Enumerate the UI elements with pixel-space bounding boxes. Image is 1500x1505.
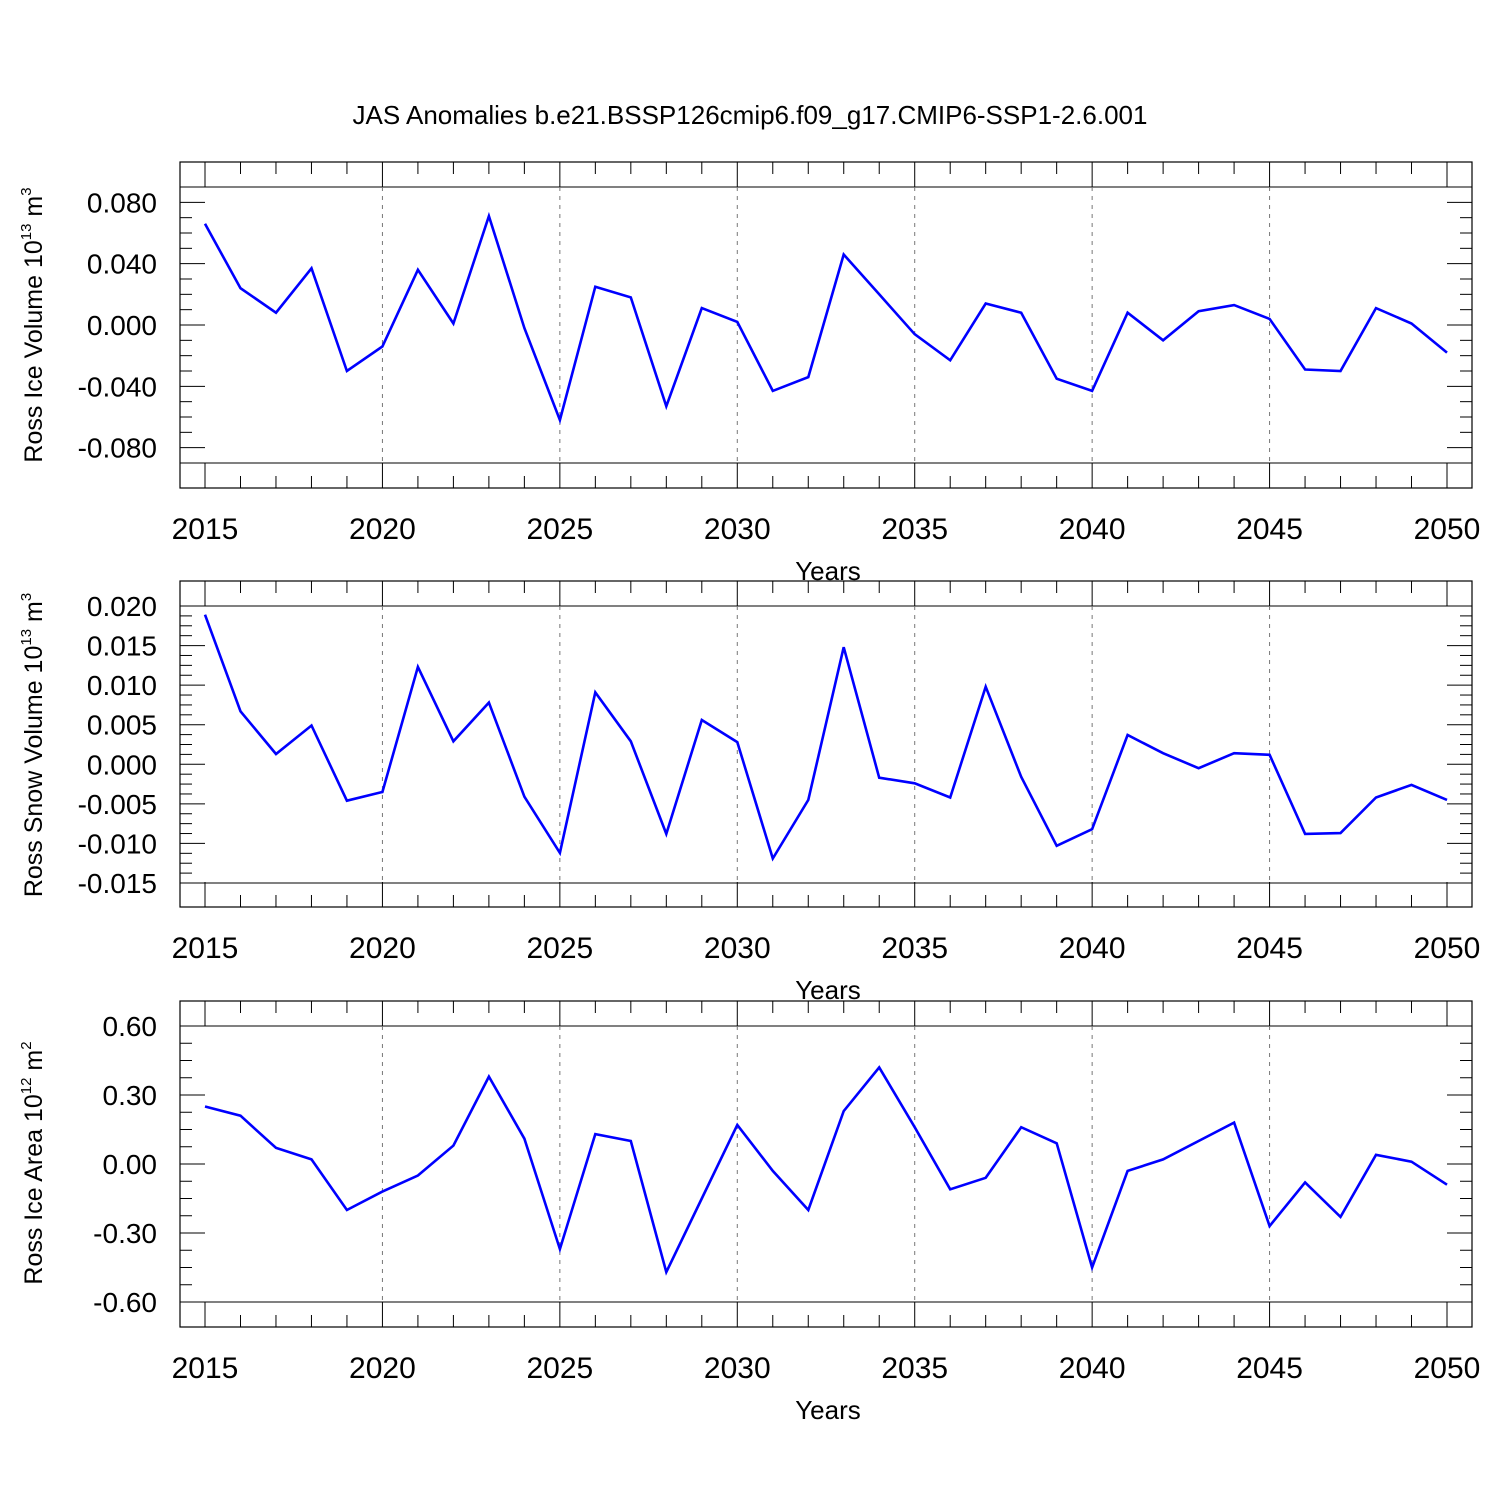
x-tick-label: 2025 [526, 1352, 593, 1385]
y-tick-label: 0.000 [87, 749, 157, 780]
x-tick-label: 2025 [526, 932, 593, 965]
y-tick-label: 0.015 [87, 631, 157, 662]
y-tick-label: -0.30 [93, 1218, 157, 1249]
x-tick-label: 2030 [704, 513, 771, 546]
y-tick-label: 0.020 [87, 591, 157, 622]
y-tick-label: -0.010 [78, 828, 157, 859]
x-tick-label: 2040 [1059, 513, 1126, 546]
y-axis-label: Ross Snow Volume 1013 m3 [18, 593, 48, 897]
panel-2: 0.020 0.015 0.010 0.005 0.000 -0.005 -0.010 -0.… [18, 581, 1480, 1005]
x-tick-label: 2015 [172, 513, 239, 546]
y-tick-label: -0.60 [93, 1287, 157, 1318]
y-tick-label: 0.30 [103, 1080, 158, 1111]
y-tick-label: -0.015 [78, 868, 157, 899]
series-line [205, 216, 1447, 420]
y-tick-label: -0.040 [78, 371, 157, 402]
y-tick-label: -0.080 [78, 433, 157, 464]
y-tick-label: 0.010 [87, 670, 157, 701]
y-axis-label: Ross Ice Volume 1013 m3 [18, 187, 48, 462]
x-tick-label: 2020 [349, 932, 416, 965]
x-tick-label: 2035 [881, 932, 948, 965]
x-tick-label: 2040 [1059, 932, 1126, 965]
series-line [205, 1067, 1447, 1272]
y-tick-label: 0.60 [103, 1011, 158, 1042]
x-axis-label: Years [795, 1395, 861, 1425]
x-tick-label: 2030 [704, 932, 771, 965]
y-tick-label: 0.005 [87, 710, 157, 741]
x-tick-label: 2035 [881, 513, 948, 546]
plot-frame [180, 162, 1472, 488]
y-tick-label: 0.080 [87, 187, 157, 218]
x-tick-label: 2015 [172, 1352, 239, 1385]
plot-frame [180, 581, 1472, 907]
series-line [205, 615, 1447, 859]
x-tick-label: 2040 [1059, 1352, 1126, 1385]
panel-3: 0.60 0.30 0.00 -0.30 -0.60 2015 2020 2025 2030 20… [18, 1001, 1480, 1425]
x-tick-label: 2025 [526, 513, 593, 546]
x-tick-label: 2045 [1236, 932, 1303, 965]
x-tick-label: 2050 [1414, 513, 1481, 546]
y-tick-label: 0.040 [87, 249, 157, 280]
x-tick-label: 2035 [881, 1352, 948, 1385]
y-tick-label: 0.000 [87, 310, 157, 341]
x-tick-label: 2050 [1414, 932, 1481, 965]
x-tick-label: 2020 [349, 513, 416, 546]
y-tick-label: -0.005 [78, 789, 157, 820]
x-tick-label: 2020 [349, 1352, 416, 1385]
figure-title: JAS Anomalies b.e21.BSSP126cmip6.f09_g17… [353, 100, 1148, 130]
y-axis-label: Ross Ice Area 1012 m2 [18, 1041, 48, 1284]
x-tick-label: 2045 [1236, 513, 1303, 546]
x-tick-label: 2045 [1236, 1352, 1303, 1385]
x-tick-label: 2015 [172, 932, 239, 965]
panel-1: 0.080 0.040 0.000 -0.040 -0.080 2015 2020 2025 2… [18, 162, 1480, 586]
y-tick-label: 0.00 [103, 1149, 158, 1180]
x-tick-label: 2030 [704, 1352, 771, 1385]
x-tick-label: 2050 [1414, 1352, 1481, 1385]
